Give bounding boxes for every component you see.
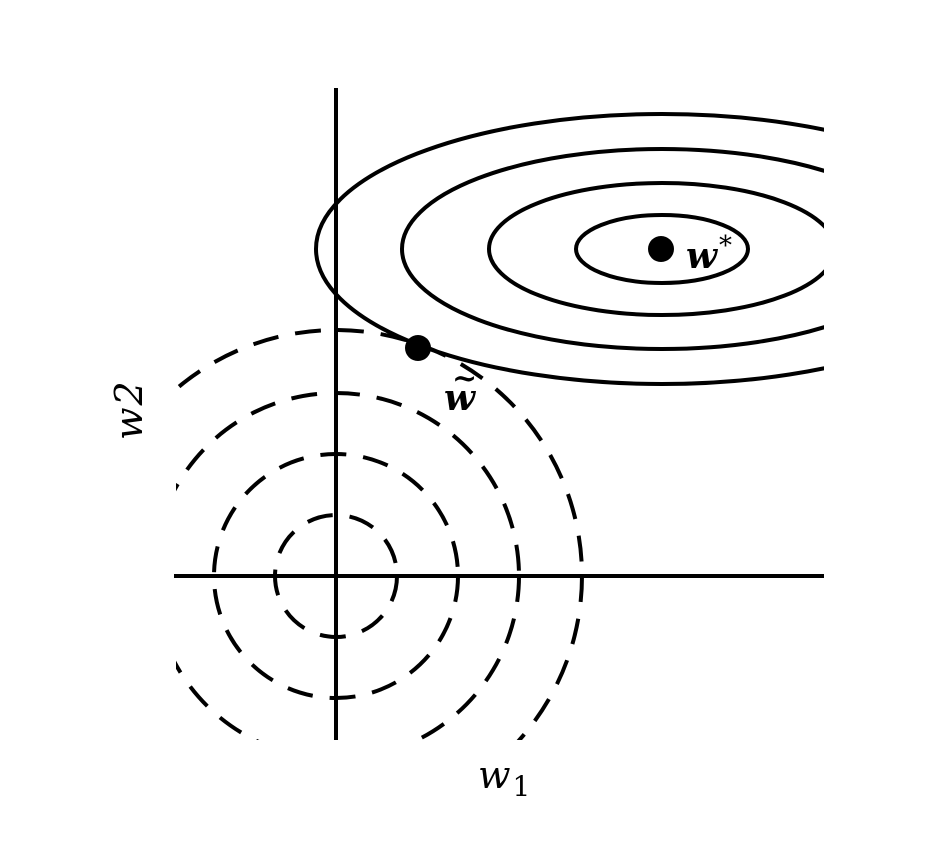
- objective-contour-3: [400, 147, 824, 351]
- regularizer-contour-4: [176, 328, 584, 740]
- regularized-optimum-point: [405, 335, 431, 361]
- objective-contours: [314, 112, 824, 386]
- regularizer-contour-1: [273, 513, 399, 639]
- objective-contour-2: [487, 181, 824, 317]
- w1-axis-label: w1: [478, 753, 530, 803]
- regularized-optimum-tilde: ~: [452, 361, 477, 396]
- axes: [174, 88, 824, 740]
- optimum-label: w*: [686, 231, 732, 277]
- objective-contour-4: [314, 112, 824, 386]
- w2-axis-label: w2: [107, 381, 151, 440]
- regularizer-contour-2: [212, 452, 460, 700]
- regularizer-contour-3: [176, 391, 521, 740]
- objective-contour-1: [574, 213, 750, 285]
- regularizer-contours: [176, 328, 584, 740]
- optimum-point: [648, 236, 674, 262]
- regularized-optimum-label: w: [444, 377, 477, 419]
